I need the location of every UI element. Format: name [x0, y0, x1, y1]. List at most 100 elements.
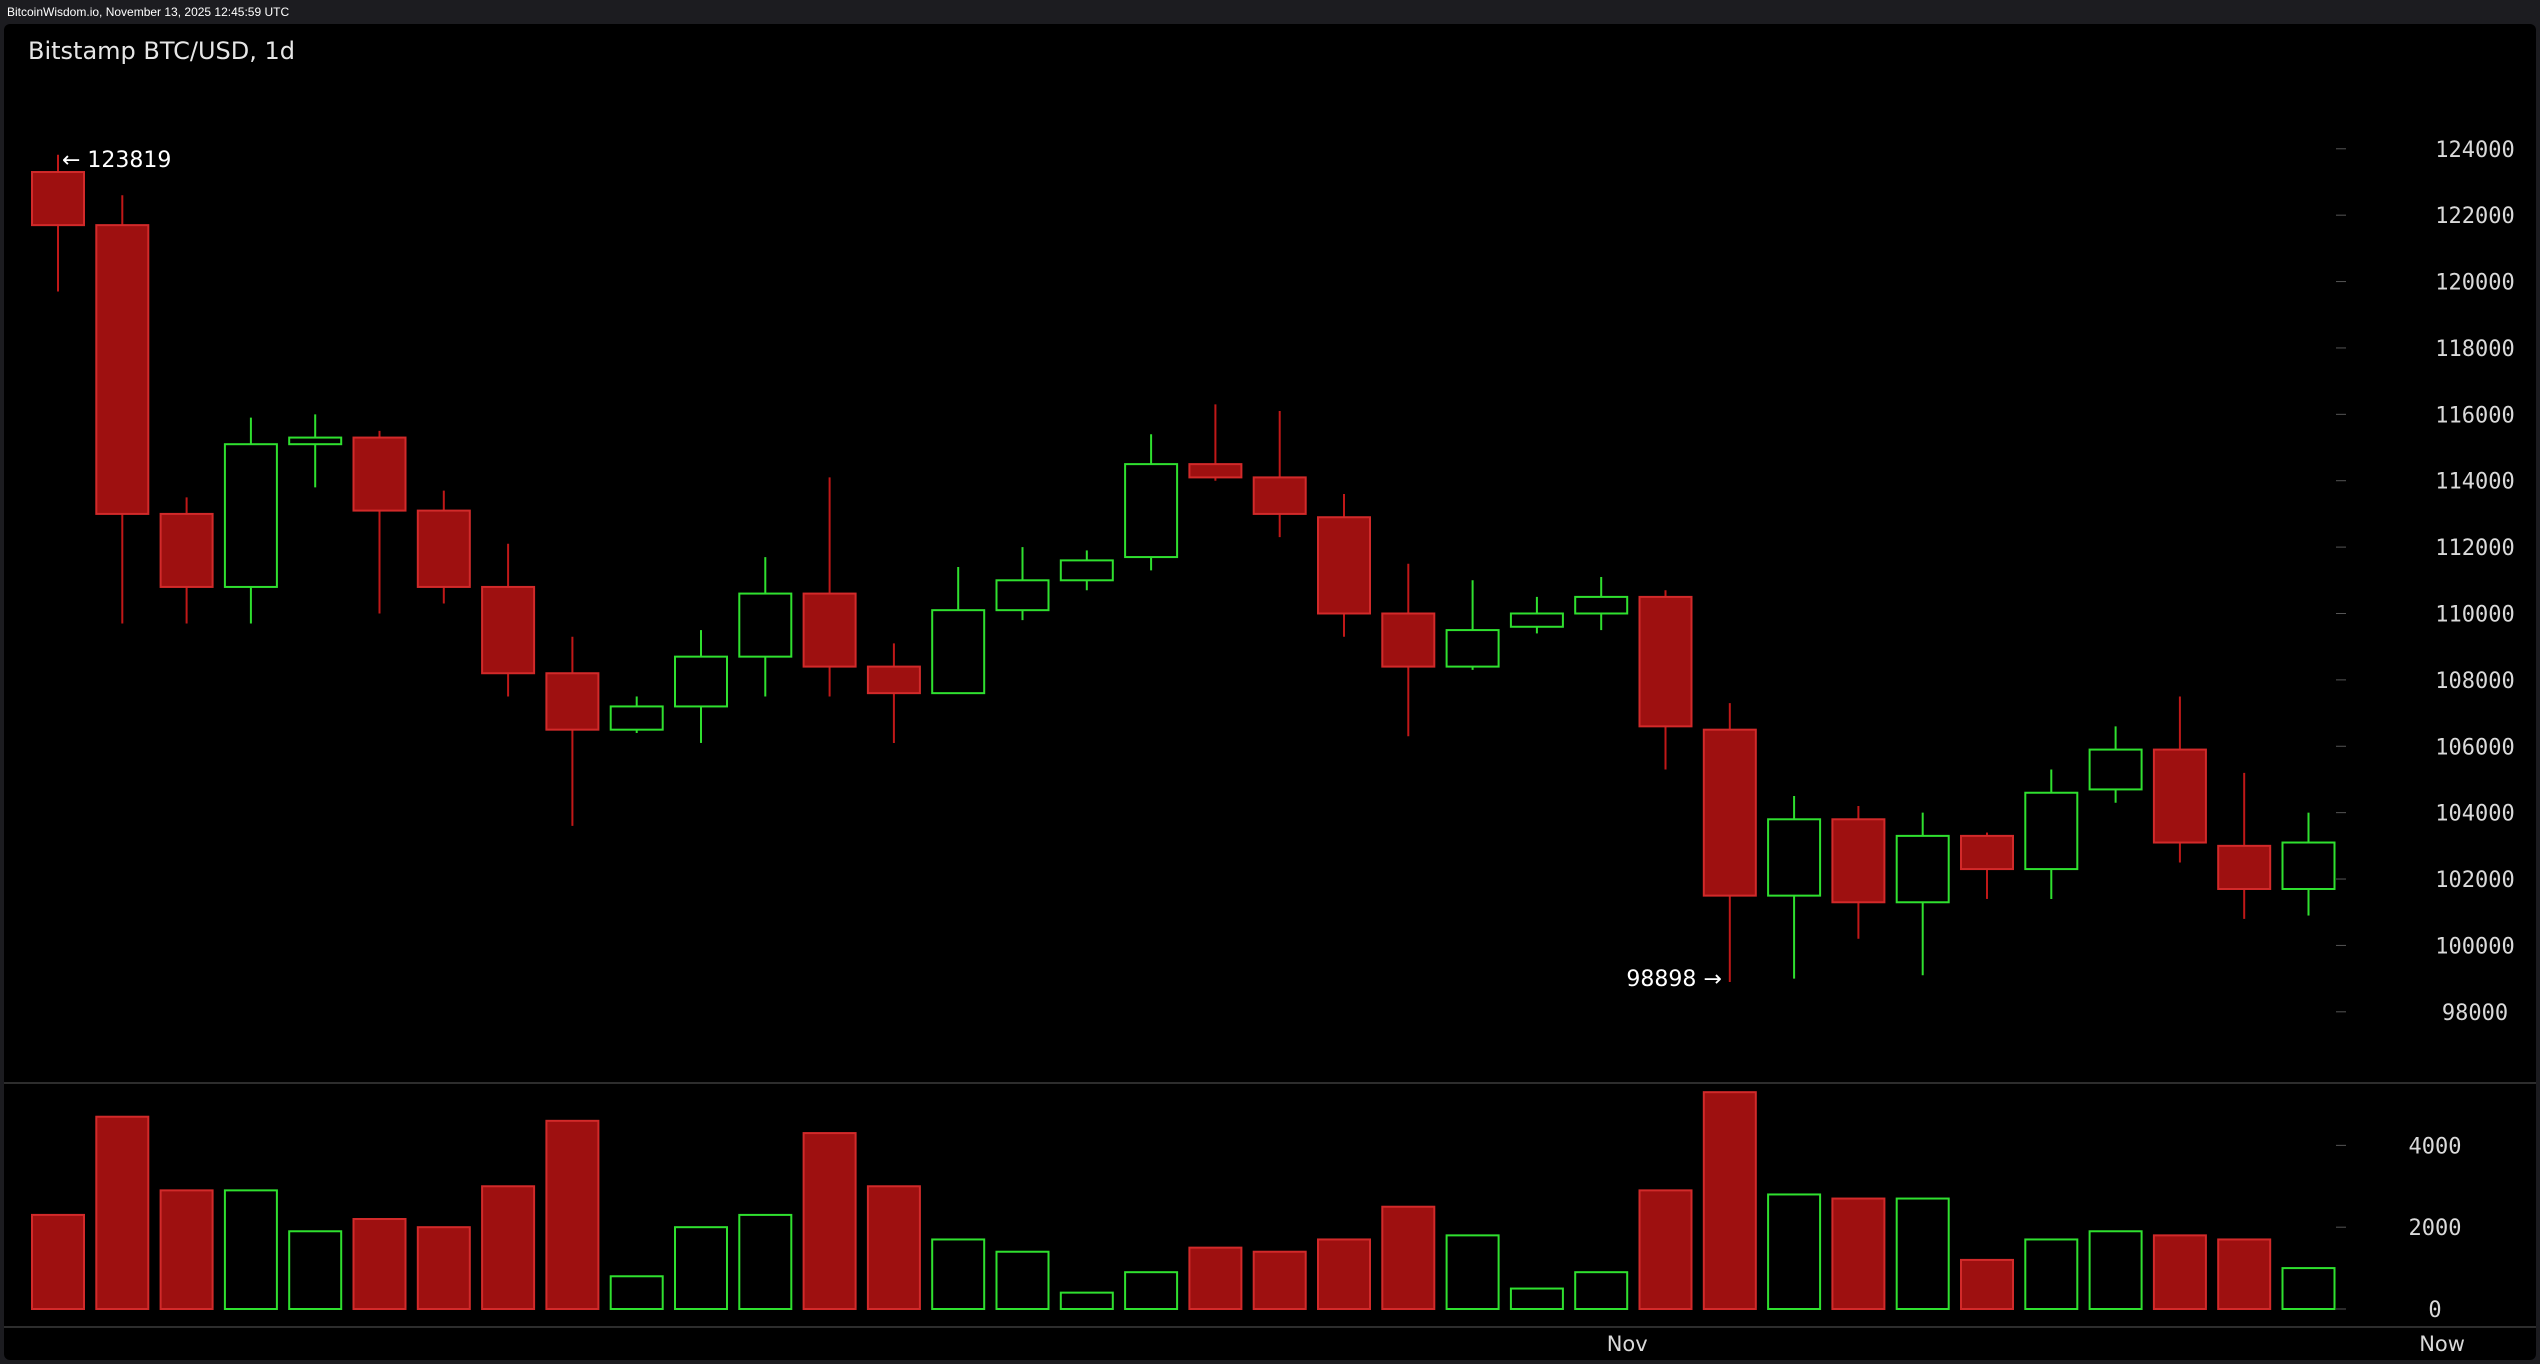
candle-body: [1574, 595, 1629, 615]
volume-bar: [1960, 1258, 2014, 1310]
volume-bar: [31, 1213, 85, 1310]
volume-bar: [2217, 1238, 2272, 1311]
price-axis: 98000 100000 102000 104000 106000 108000 11000…: [2336, 138, 2515, 1026]
volume-tick-label: 4000: [2409, 1134, 2462, 1159]
price-low-annotation: 98898 →: [1626, 967, 1721, 992]
candle-body: [1124, 463, 1179, 559]
volume-bar: [1767, 1193, 1822, 1311]
volume-bar: [2152, 1234, 2207, 1311]
volume-bar: [1509, 1287, 1564, 1310]
candle-body: [1445, 629, 1500, 668]
timestamp-label: BitcoinWisdom.io, November 13, 2025 12:4…: [7, 5, 290, 19]
volume-bar: [931, 1238, 986, 1311]
candle-body: [31, 171, 85, 227]
price-tick-label: 98000: [2442, 1001, 2508, 1026]
volume-tick-label: 0: [2428, 1298, 2441, 1323]
candle-body: [1509, 612, 1564, 628]
candle-body: [1059, 559, 1114, 582]
volume-bar: [288, 1230, 343, 1310]
candle-body: [95, 224, 150, 515]
price-tick-label: 100000: [2435, 934, 2514, 959]
volume-bar: [995, 1250, 1050, 1311]
candle-body: [159, 512, 214, 588]
candle-body: [288, 436, 343, 446]
volume-bar: [738, 1213, 793, 1310]
volume-bar: [1895, 1197, 1950, 1310]
candle-body: [2152, 748, 2207, 844]
volume-bar: [545, 1119, 600, 1311]
volume-bar: [1638, 1189, 1693, 1311]
volume-bar: [95, 1115, 150, 1311]
candle-body: [674, 655, 728, 708]
candle-body: [1895, 834, 1950, 904]
volume-bar: [1252, 1250, 1307, 1311]
volume-bar: [1574, 1271, 1629, 1310]
candle-body: [802, 592, 857, 668]
chart-background: [4, 24, 2536, 1360]
price-high-annotation: ← 123819: [62, 148, 171, 173]
volume-bar: [481, 1185, 536, 1310]
candle-body: [352, 436, 407, 512]
price-tick-label: 106000: [2435, 735, 2514, 760]
price-tick-label: 104000: [2435, 802, 2514, 827]
volume-bar: [416, 1226, 471, 1310]
price-annotations: ← 123819 98898 →: [62, 148, 1722, 992]
price-tick-label: 108000: [2435, 669, 2514, 694]
candle-body: [481, 585, 536, 675]
candle-body: [866, 665, 921, 695]
volume-bar: [802, 1132, 857, 1311]
candle-body: [738, 592, 793, 658]
volume-bar: [1445, 1234, 1500, 1311]
volume-bar: [1317, 1238, 1371, 1311]
volume-bar: [1059, 1291, 1114, 1310]
price-tick-label: 124000: [2435, 138, 2514, 163]
candle-body: [931, 609, 986, 695]
candle-body: [1317, 516, 1371, 615]
candle-body: [995, 579, 1050, 612]
price-tick-label: 122000: [2435, 204, 2514, 229]
price-tick-label: 116000: [2435, 403, 2514, 428]
volume-bar: [2281, 1267, 2336, 1311]
time-label: Now: [2419, 1332, 2465, 1356]
price-tick-label: 110000: [2435, 602, 2514, 627]
price-tick-label: 118000: [2435, 337, 2514, 362]
volume-bar: [609, 1275, 664, 1310]
candle-body: [2088, 748, 2143, 791]
candle-body: [2217, 844, 2272, 890]
volume-tick-label: 2000: [2409, 1216, 2462, 1241]
candle-body: [416, 509, 471, 588]
volume-series: [31, 1091, 2336, 1311]
volume-bar: [674, 1226, 728, 1310]
price-tick-label: 120000: [2435, 271, 2514, 296]
candle-body: [1702, 728, 1757, 897]
candle-body: [1252, 476, 1307, 515]
candle-body: [2024, 791, 2079, 871]
candle-body: [1381, 612, 1436, 668]
app-title-bar: BitcoinWisdom.io, November 13, 2025 12:4…: [0, 0, 2540, 24]
volume-bar: [1124, 1271, 1179, 1310]
volume-bar: [352, 1218, 407, 1310]
candlestick-series: [31, 154, 2336, 982]
volume-bar: [223, 1189, 278, 1311]
candle-body: [609, 705, 664, 731]
price-tick-label: 114000: [2435, 470, 2514, 495]
candle-body: [2281, 841, 2336, 890]
candle-body: [1188, 463, 1243, 479]
price-chart[interactable]: Bitstamp BTC/USD, 1d 98000 100000 102000 10…: [0, 24, 2540, 1364]
volume-bar: [1381, 1205, 1436, 1311]
chart-title: Bitstamp BTC/USD, 1d: [28, 37, 295, 65]
volume-bar: [1188, 1246, 1243, 1310]
volume-bar: [1702, 1091, 1757, 1310]
candle-body: [1831, 818, 1886, 904]
volume-bar: [866, 1185, 921, 1310]
price-tick-label: 102000: [2435, 868, 2514, 893]
time-label: Nov: [1607, 1332, 1648, 1356]
candle-body: [545, 672, 600, 731]
volume-axis: 0 2000 4000: [2336, 1134, 2461, 1323]
volume-bar: [1831, 1197, 1886, 1310]
candle-body: [1767, 818, 1822, 897]
volume-bar: [159, 1189, 214, 1311]
candle-body: [1638, 595, 1693, 728]
candle-body: [1960, 834, 2014, 871]
volume-bar: [2024, 1238, 2079, 1311]
